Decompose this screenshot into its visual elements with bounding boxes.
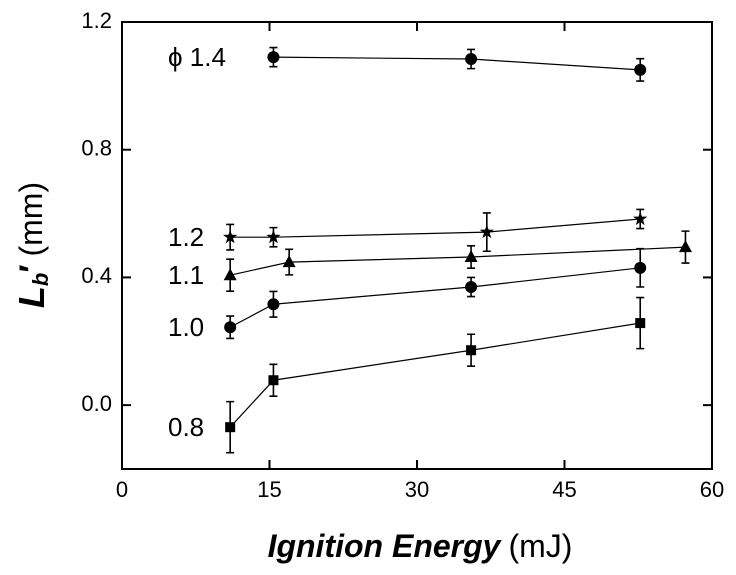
x-axis-label: Ignition Energy (mJ) [268,528,573,564]
x-tick-label: 15 [257,477,281,502]
marker [633,211,648,226]
series-line [229,322,641,428]
marker [223,229,238,244]
series-line [229,267,641,328]
y-axis-label-unit: (mm) [13,182,49,257]
y-tick-label: 1.2 [81,8,112,33]
x-tick-label: 0 [116,477,128,502]
marker [268,375,279,386]
marker [635,318,646,329]
y-axis-label-subscript: b [28,273,53,286]
marker [224,321,237,334]
y-tick-label: 0.4 [81,263,112,288]
series-line [230,218,641,238]
marker [282,255,296,268]
marker [267,298,280,311]
y-axis-label-prime: ′ [13,265,51,273]
marker [634,63,647,76]
marker [479,224,494,239]
marker [465,281,478,294]
series-line [230,246,686,276]
marker [634,261,647,274]
marker [466,345,477,356]
marker [267,51,280,64]
y-axis-label-symbol: L [11,286,52,308]
series-label: 0.8 [168,412,204,442]
marker [266,229,281,244]
series-label: 1.2 [168,222,204,252]
y-tick-label: 0.0 [81,391,112,416]
x-tick-label: 45 [552,477,576,502]
y-axis-label: Lb′ (mm) [11,182,53,308]
marker [678,240,692,253]
y-tick-label: 0.8 [81,136,112,161]
marker [225,422,236,433]
marker [465,53,478,66]
x-tick-label: 30 [405,477,429,502]
x-tick-label: 60 [700,477,724,502]
series-label: 1.0 [168,312,204,342]
series-label: ϕ 1.4 [168,42,226,72]
series-label: 1.1 [168,260,204,290]
series-line [273,56,641,71]
x-axis-label-main: Ignition Energy [268,528,503,564]
marker [223,268,237,281]
marker [464,249,478,262]
x-axis-label-unit: (mJ) [508,528,572,564]
plot-frame [121,21,713,470]
